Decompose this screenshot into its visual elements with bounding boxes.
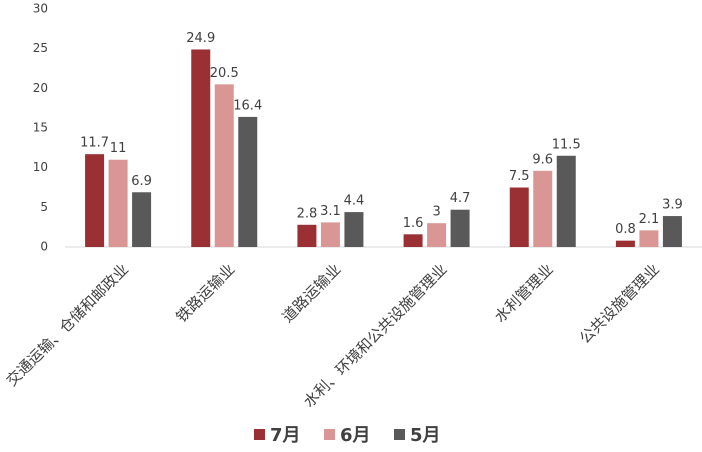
bar (85, 154, 105, 247)
value-label: 24.9 (186, 31, 215, 46)
value-label: 3 (432, 205, 440, 220)
bar (556, 155, 576, 247)
bar (615, 240, 635, 247)
bar (533, 170, 553, 247)
bar (662, 216, 682, 247)
x-tick-label: 道路运输业 (279, 260, 345, 326)
y-tick-label: 30 (33, 2, 48, 16)
value-label: 7.5 (509, 169, 530, 184)
value-label: 11.7 (80, 136, 109, 151)
y-tick-label: 0 (40, 240, 48, 254)
value-label: 2.1 (639, 212, 660, 227)
bar (132, 192, 152, 247)
bar (214, 84, 234, 247)
bar (639, 230, 659, 247)
bar (427, 223, 447, 247)
y-tick-label: 10 (33, 160, 48, 174)
value-label: 2.8 (297, 206, 318, 221)
bar (238, 116, 258, 247)
x-tick-label: 水利管理业 (491, 260, 557, 326)
value-label: 11 (110, 141, 127, 156)
bar (297, 224, 317, 247)
value-label: 3.9 (662, 198, 683, 213)
x-tick-label: 公共设施管理业 (576, 260, 663, 347)
y-tick-label: 25 (33, 41, 48, 55)
legend-swatch (324, 429, 335, 440)
value-label: 3.1 (320, 204, 341, 219)
bar (509, 187, 529, 247)
legend-swatch (394, 429, 405, 440)
legend-label: 5月 (410, 425, 441, 446)
x-tick-label: 铁路运输业 (172, 260, 238, 326)
bar (191, 49, 211, 248)
y-tick-label: 20 (33, 81, 48, 95)
value-label: 6.9 (131, 174, 152, 189)
legend-label: 6月 (340, 425, 371, 446)
bar (320, 222, 340, 247)
value-label: 0.8 (615, 222, 636, 237)
value-label: 9.6 (532, 152, 553, 167)
bar (108, 159, 128, 247)
legend-swatch (254, 429, 265, 440)
value-label: 16.4 (233, 98, 262, 113)
bar (344, 212, 364, 247)
value-label: 4.4 (344, 194, 365, 209)
x-tick-label: 交通运输、仓储和邮政业 (3, 260, 132, 389)
bar (403, 234, 423, 247)
y-tick-label: 15 (33, 121, 48, 135)
legend-label: 7月 (270, 425, 301, 446)
value-label: 1.6 (403, 216, 424, 231)
bar (450, 209, 470, 247)
y-tick-label: 5 (40, 200, 48, 214)
value-label: 11.5 (552, 137, 581, 152)
value-label: 4.7 (450, 191, 471, 206)
value-label: 20.5 (210, 66, 239, 81)
